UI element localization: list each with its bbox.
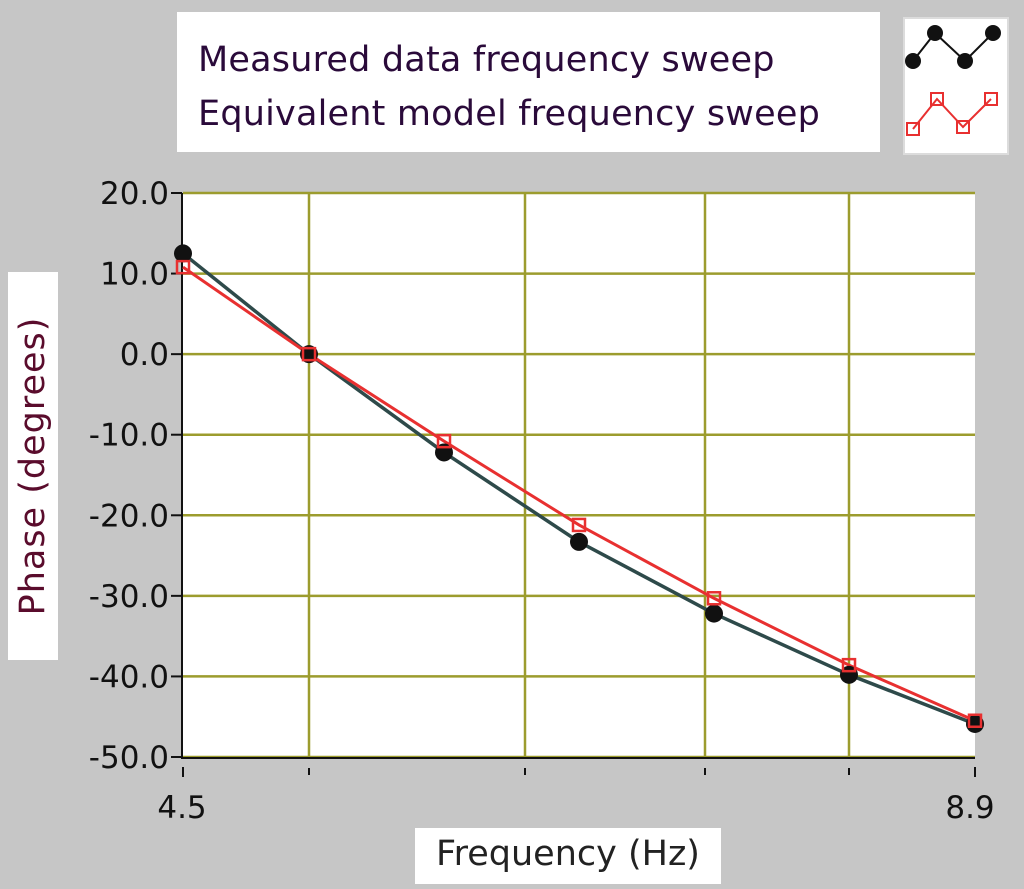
y-tick-label: -10.0 — [89, 418, 169, 454]
data-point-model — [571, 517, 587, 533]
y-tick-label: -40.0 — [89, 659, 169, 695]
legend: Measured data frequency sweep Equivalent… — [177, 12, 880, 152]
data-point-model — [967, 713, 983, 728]
legend-swatches — [903, 17, 1009, 155]
legend-swatch-model-marker — [906, 122, 920, 136]
y-tick-label: -30.0 — [89, 579, 169, 615]
legend-swatch-measured-marker — [957, 53, 973, 69]
legend-label-measured: Measured data frequency sweep — [198, 40, 775, 80]
legend-label-model: Equivalent model frequency sweep — [198, 94, 821, 134]
plot-area: 20.0 10.0 0.0 -10.0 -20.0 -30.0 -40.0 -50.0 4.5 8… — [89, 176, 995, 826]
y-tick-label: -20.0 — [89, 498, 169, 534]
y-axis-label-background — [8, 272, 58, 660]
data-point-measured — [174, 244, 192, 263]
data-point-model — [175, 259, 191, 275]
data-point-measured — [966, 714, 984, 733]
data-point-measured — [300, 345, 318, 364]
x-axis-label: Frequency (Hz) — [436, 834, 700, 874]
data-point-model — [841, 657, 857, 673]
y-tick-label: 20.0 — [100, 176, 169, 212]
data-point-model — [301, 346, 317, 362]
legend-swatch-model-marker — [984, 92, 998, 106]
y-tick-label: 0.0 — [120, 337, 169, 373]
legend-swatch-measured-marker — [905, 53, 921, 69]
legend-swatch-model-line — [912, 97, 992, 130]
legend-swatch-model-marker — [930, 92, 944, 106]
x-tick-label: 8.9 — [945, 790, 994, 826]
legend-swatch-model-marker — [956, 120, 970, 134]
y-tick-label: 10.0 — [100, 257, 169, 293]
legend-swatch-svg — [905, 25, 1001, 136]
data-point-measured — [570, 532, 588, 551]
data-point-measured — [705, 604, 723, 623]
legend-swatch-measured-line — [912, 31, 994, 63]
x-axis-label-box: Frequency (Hz) — [415, 828, 721, 884]
data-point-model — [706, 591, 722, 606]
legend-swatch-measured-marker — [985, 25, 1001, 41]
data-point-model — [436, 433, 452, 449]
y-tick-label: -50.0 — [89, 740, 169, 776]
x-tick-label: 4.5 — [157, 790, 206, 826]
legend-swatch-measured-marker — [927, 25, 943, 41]
